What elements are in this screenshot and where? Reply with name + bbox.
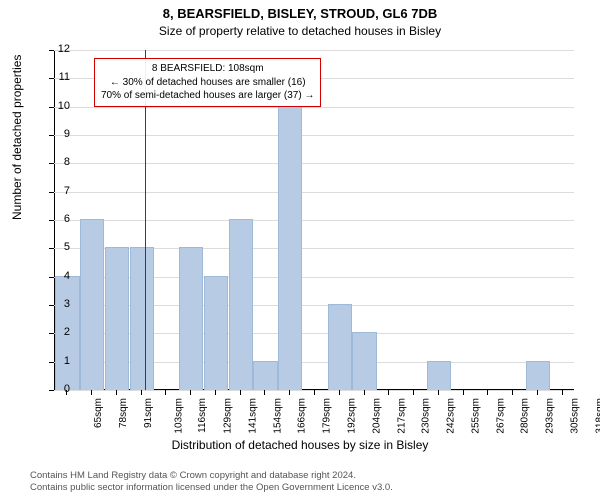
y-tick-mark <box>49 107 54 108</box>
x-tick-label: 255sqm <box>470 398 481 434</box>
chart-title-main: 8, BEARSFIELD, BISLEY, STROUD, GL6 7DB <box>0 6 600 21</box>
x-tick-mark <box>537 390 538 395</box>
x-tick-label: 305sqm <box>569 398 580 434</box>
x-tick-mark <box>165 390 166 395</box>
x-tick-label: 154sqm <box>272 398 283 434</box>
x-tick-mark <box>91 390 92 395</box>
x-tick-mark <box>314 390 315 395</box>
x-tick-mark <box>339 390 340 395</box>
x-axis-label: Distribution of detached houses by size … <box>0 438 600 452</box>
y-tick-label: 9 <box>50 128 70 140</box>
x-tick-label: 217sqm <box>396 398 407 434</box>
x-tick-mark <box>562 390 563 395</box>
y-tick-mark <box>49 277 54 278</box>
histogram-bar <box>130 247 154 390</box>
histogram-bar <box>229 219 253 390</box>
histogram-bar <box>204 276 228 390</box>
grid-line <box>54 107 574 108</box>
x-tick-label: 318sqm <box>594 398 600 434</box>
grid-line <box>54 220 574 221</box>
y-tick-mark <box>49 390 54 391</box>
y-tick-label: 3 <box>50 298 70 310</box>
x-tick-mark <box>215 390 216 395</box>
y-tick-label: 2 <box>50 326 70 338</box>
y-tick-label: 5 <box>50 241 70 253</box>
y-tick-label: 4 <box>50 270 70 282</box>
x-tick-mark <box>264 390 265 395</box>
x-tick-label: 116sqm <box>197 398 208 433</box>
x-tick-mark <box>364 390 365 395</box>
grid-line <box>54 50 574 51</box>
y-tick-mark <box>49 135 54 136</box>
x-tick-mark <box>190 390 191 395</box>
y-tick-label: 1 <box>50 355 70 367</box>
annotation-box: 8 BEARSFIELD: 108sqm← 30% of detached ho… <box>94 58 321 107</box>
annotation-line-1: 8 BEARSFIELD: 108sqm <box>101 62 314 76</box>
y-tick-label: 12 <box>50 43 70 55</box>
footer-line-2: Contains public sector information licen… <box>30 482 393 494</box>
grid-line <box>54 135 574 136</box>
histogram-bar <box>105 247 129 390</box>
y-tick-mark <box>49 192 54 193</box>
x-tick-label: 192sqm <box>347 398 358 434</box>
x-tick-label: 91sqm <box>143 398 154 428</box>
x-tick-label: 166sqm <box>297 398 308 434</box>
grid-line <box>54 163 574 164</box>
histogram-bar <box>427 361 451 390</box>
y-tick-label: 8 <box>50 156 70 168</box>
x-tick-mark <box>66 390 67 395</box>
annotation-line-3: 70% of semi-detached houses are larger (… <box>101 89 314 103</box>
x-tick-label: 141sqm <box>248 398 259 434</box>
y-tick-label: 7 <box>50 185 70 197</box>
histogram-bar <box>179 247 203 390</box>
x-tick-label: 129sqm <box>223 398 234 434</box>
x-tick-mark <box>116 390 117 395</box>
y-tick-mark <box>49 248 54 249</box>
x-tick-mark <box>438 390 439 395</box>
y-axis-label: Number of detached properties <box>10 55 24 220</box>
annotation-line-2: ← 30% of detached houses are smaller (16… <box>101 76 314 90</box>
histogram-bar <box>328 304 352 390</box>
footer: Contains HM Land Registry data © Crown c… <box>30 470 393 494</box>
y-tick-label: 6 <box>50 213 70 225</box>
histogram-bar <box>80 219 104 390</box>
x-tick-label: 293sqm <box>545 398 556 434</box>
x-tick-label: 65sqm <box>93 398 104 428</box>
x-tick-mark <box>512 390 513 395</box>
x-tick-mark <box>141 390 142 395</box>
x-tick-mark <box>463 390 464 395</box>
histogram-bar <box>526 361 550 390</box>
x-tick-mark <box>413 390 414 395</box>
x-tick-mark <box>487 390 488 395</box>
y-tick-mark <box>49 50 54 51</box>
x-tick-label: 179sqm <box>322 398 333 434</box>
x-tick-label: 267sqm <box>495 398 506 434</box>
x-tick-label: 78sqm <box>118 398 129 428</box>
y-tick-mark <box>49 305 54 306</box>
x-tick-label: 280sqm <box>520 398 531 434</box>
x-tick-label: 103sqm <box>173 398 184 434</box>
y-tick-mark <box>49 78 54 79</box>
x-tick-label: 204sqm <box>371 398 382 434</box>
x-tick-label: 242sqm <box>446 398 457 434</box>
footer-line-1: Contains HM Land Registry data © Crown c… <box>30 470 393 482</box>
y-tick-mark <box>49 333 54 334</box>
x-tick-mark <box>289 390 290 395</box>
y-tick-label: 11 <box>50 71 70 83</box>
y-tick-label: 10 <box>50 100 70 112</box>
x-tick-mark <box>240 390 241 395</box>
histogram-bar <box>352 332 376 390</box>
grid-line <box>54 192 574 193</box>
x-tick-label: 230sqm <box>421 398 432 434</box>
histogram-bar <box>278 106 302 390</box>
y-tick-mark <box>49 220 54 221</box>
y-tick-mark <box>49 163 54 164</box>
y-tick-mark <box>49 362 54 363</box>
chart-title-sub: Size of property relative to detached ho… <box>0 24 600 38</box>
histogram-bar <box>253 361 277 390</box>
x-tick-mark <box>388 390 389 395</box>
